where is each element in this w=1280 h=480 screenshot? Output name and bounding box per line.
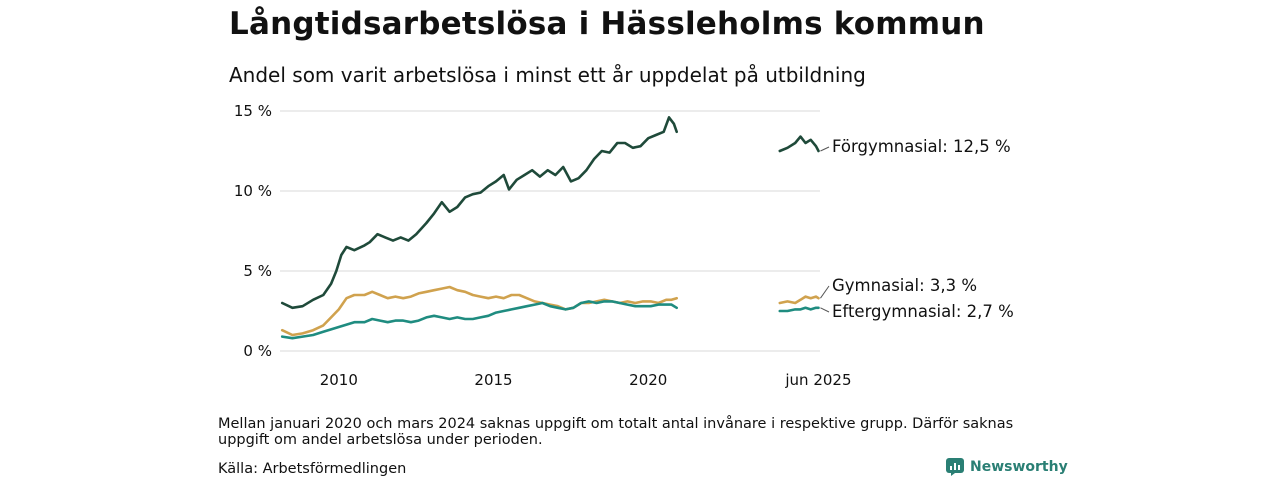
brand-logo[interactable]: Newsworthy bbox=[946, 458, 1068, 476]
newsworthy-logo-icon bbox=[946, 458, 964, 476]
leader-line bbox=[820, 307, 830, 313]
end-label-eftergymnasial: Eftergymnasial: 2,7 % bbox=[832, 302, 1014, 321]
series-line-gymnasial-1 bbox=[778, 295, 820, 305]
y-tick-label: 0 % bbox=[243, 342, 272, 360]
series-line-eftergymnasial-0 bbox=[280, 300, 678, 340]
x-tick-label: 2010 bbox=[320, 371, 358, 389]
brand-name: Newsworthy bbox=[970, 459, 1068, 475]
y-tick-label: 10 % bbox=[234, 182, 272, 200]
end-label-gymnasial: Gymnasial: 3,3 % bbox=[832, 276, 977, 295]
series-line-eftergymnasial-1 bbox=[778, 306, 820, 313]
end-label-förgymnasial: Förgymnasial: 12,5 % bbox=[832, 137, 1011, 156]
y-tick-label: 15 % bbox=[234, 102, 272, 120]
footnote: Mellan januari 2020 och mars 2024 saknas… bbox=[218, 416, 1014, 448]
x-axis-ticks: 2010 2015 2020 jun 2025 bbox=[320, 371, 852, 389]
end-labels: Förgymnasial: 12,5 % Gymnasial: 3,3 % Efte… bbox=[820, 137, 1014, 321]
gridlines bbox=[280, 110, 820, 352]
chart-title: Långtidsarbetslösa i Hässleholms kommun bbox=[229, 6, 985, 42]
series-lines bbox=[280, 116, 820, 340]
series-line-gymnasial-0 bbox=[280, 285, 678, 337]
leader-line bbox=[820, 285, 830, 299]
x-tick-label: 2015 bbox=[474, 371, 512, 389]
x-tick-label: 2020 bbox=[629, 371, 667, 389]
series-line-förgymnasial-1 bbox=[778, 135, 820, 153]
y-axis-ticks: 0 % 5 % 10 % 15 % bbox=[234, 102, 272, 360]
chart-subtitle: Andel som varit arbetslösa i minst ett å… bbox=[229, 63, 866, 87]
y-tick-label: 5 % bbox=[243, 262, 272, 280]
x-tick-label: jun 2025 bbox=[784, 371, 851, 389]
source-text: Källa: Arbetsförmedlingen bbox=[218, 461, 407, 477]
leader-line bbox=[820, 146, 830, 152]
series-line-förgymnasial-0 bbox=[280, 116, 678, 310]
